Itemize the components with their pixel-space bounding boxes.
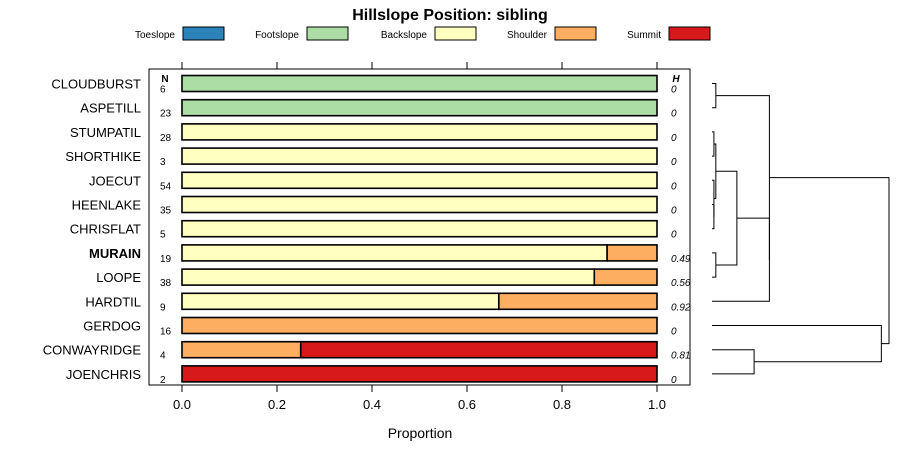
legend-label-shoulder: Shoulder	[507, 30, 548, 41]
legend-swatch-shoulder	[554, 26, 597, 41]
n-value-murain: 19	[160, 254, 172, 265]
h-value-gerdog: 0	[671, 327, 677, 338]
h-value-cloudburst: 0	[671, 85, 677, 96]
x-axis-label: Proportion	[388, 425, 453, 441]
bar-gerdog-shoulder	[181, 316, 658, 335]
legend-label-footslope: Footslope	[255, 30, 299, 41]
x-tick-label-3: 0.6	[458, 397, 476, 412]
dendrogram	[712, 83, 890, 375]
h-value-heenlake: 0	[671, 206, 677, 217]
n-value-joenchris: 2	[160, 375, 166, 386]
bar-stumpatil-backslope	[181, 123, 658, 141]
x-axis: 0.0 0.2 0.4 0.6 0.8 1.0	[173, 62, 666, 412]
x-tick-label-2: 0.4	[363, 397, 381, 412]
h-value-joenchris: 0	[671, 375, 677, 386]
h-value-chrisflat: 0	[671, 230, 677, 241]
row-label-joenchris: JOENCHRIS	[66, 367, 141, 382]
dendrogram-merge-11	[712, 325, 882, 363]
n-value-aspetill: 23	[160, 109, 172, 120]
bar-loope-shoulder	[593, 268, 658, 286]
n-value-gerdog: 16	[160, 327, 172, 338]
bar-conwayridge-shoulder	[181, 340, 302, 359]
x-tick-label-4: 0.8	[553, 397, 571, 412]
n-value-loope: 38	[160, 278, 172, 289]
legend-label-toeslope: Toeslope	[135, 30, 175, 41]
bar-shorthike-backslope	[181, 147, 658, 165]
bar-chrisflat-backslope	[181, 219, 658, 238]
n-value-stumpatil: 28	[160, 133, 172, 144]
row-label-cloudburst: CLOUDBURST	[51, 77, 141, 92]
bar-aspetill-footslope	[181, 98, 658, 117]
bar-heenlake-backslope	[181, 195, 658, 214]
dendrogram-merge-8	[712, 217, 770, 302]
legend-label-backslope: Backslope	[381, 30, 428, 41]
x-tick-label-0: 0.0	[173, 397, 191, 412]
bar-hardtil-backslope	[181, 292, 500, 311]
h-value-conwayridge: 0.81	[671, 351, 690, 362]
bar-loope-backslope	[181, 268, 596, 286]
h-value-aspetill: 0	[671, 109, 677, 120]
h-value-loope: 0.56	[671, 278, 691, 289]
x-tick-label-5: 1.0	[648, 397, 666, 412]
dendrogram-merge-7	[715, 170, 738, 266]
dendrogram-merge-6	[712, 252, 717, 278]
dendrogram-merge-12	[769, 177, 890, 345]
chart-title: Hillslope Position: sibling	[352, 7, 548, 24]
legend-swatch-footslope	[306, 26, 349, 41]
bar-joecut-backslope	[181, 171, 658, 190]
legend-swatch-backslope	[434, 26, 477, 41]
h-value-stumpatil: 0	[671, 133, 677, 144]
n-value-chrisflat: 5	[160, 230, 166, 241]
bar-conwayridge-summit	[299, 340, 658, 359]
row-label-conwayridge: CONWAYRIDGE	[43, 343, 142, 358]
n-value-joecut: 54	[160, 181, 172, 192]
h-value-hardtil: 0.92	[671, 302, 691, 313]
dendrogram-merge-1	[712, 131, 715, 157]
dendrogram-merge-5	[712, 83, 717, 109]
n-value-hardtil: 9	[160, 302, 166, 313]
bar-murain-shoulder	[606, 244, 658, 262]
row-label-heenlake: HEENLAKE	[72, 198, 142, 213]
bar-hardtil-shoulder	[498, 292, 658, 311]
row-label-loope: LOOPE	[96, 270, 141, 285]
legend-swatch-summit	[668, 26, 711, 41]
dendrogram-merge-9	[715, 95, 770, 260]
x-tick-label-1: 0.2	[268, 397, 286, 412]
n-column-header: N	[161, 74, 168, 85]
bar-cloudburst-footslope	[181, 74, 658, 93]
row-label-joecut: JOECUT	[89, 173, 141, 188]
n-value-conwayridge: 4	[160, 351, 166, 362]
h-column-header: H	[672, 74, 680, 85]
legend: Toeslope Footslope Backslope Shoulder Summit	[135, 26, 711, 41]
row-label-aspetill: ASPETILL	[80, 101, 141, 116]
row-label-hardtil: HARDTIL	[85, 294, 141, 309]
row-label-murain: MURAIN	[89, 246, 141, 261]
h-value-shorthike: 0	[671, 157, 677, 168]
row-label-gerdog: GERDOG	[83, 319, 141, 334]
h-value-joecut: 0	[671, 181, 677, 192]
row-label-chrisflat: CHRISFLAT	[70, 222, 141, 237]
n-value-shorthike: 3	[160, 157, 166, 168]
row-label-shorthike: SHORTHIKE	[65, 149, 141, 164]
legend-swatch-toeslope	[182, 26, 225, 41]
n-value-heenlake: 35	[160, 206, 172, 217]
dendrogram-merge-10	[712, 349, 755, 375]
bar-joenchris-summit	[181, 365, 658, 383]
n-value-cloudburst: 6	[160, 85, 166, 96]
row-label-stumpatil: STUMPATIL	[70, 125, 141, 140]
bar-murain-backslope	[181, 244, 608, 262]
dendrogram-merge-3	[712, 179, 715, 217]
plot-panel	[148, 68, 691, 386]
legend-label-summit: Summit	[627, 30, 661, 41]
h-value-murain: 0.49	[671, 254, 691, 265]
